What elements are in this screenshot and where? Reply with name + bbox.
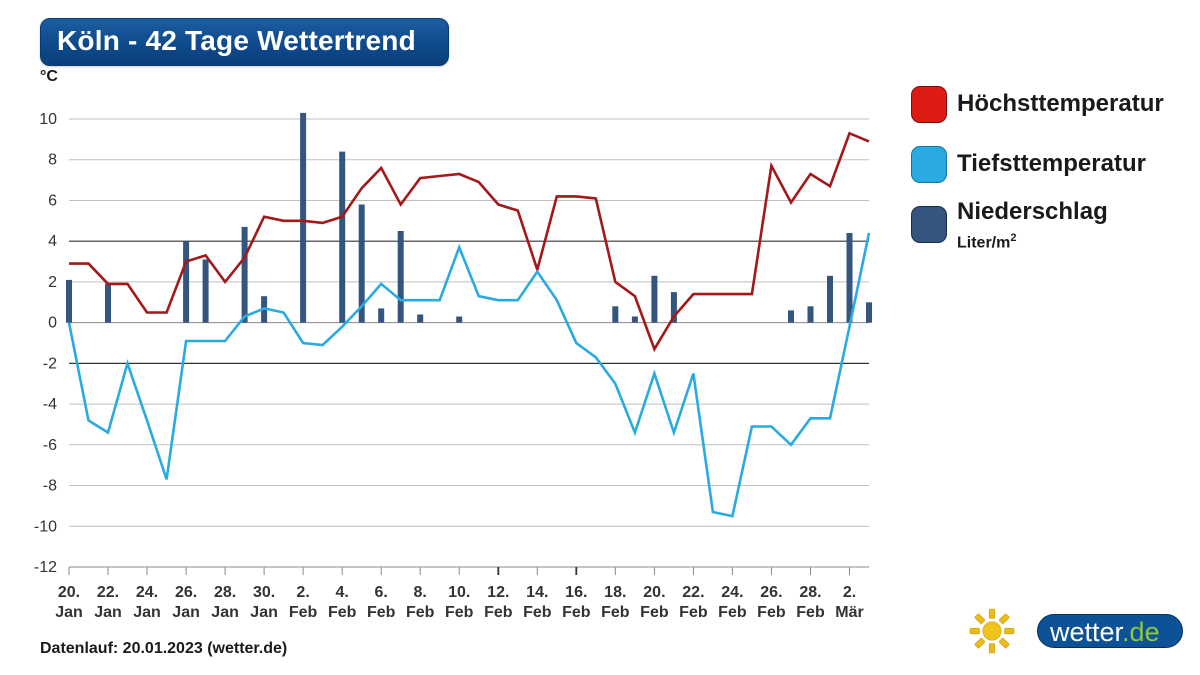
svg-text:6: 6 [48,193,57,210]
svg-text:28.: 28. [799,584,821,601]
svg-text:Jan: Jan [250,604,278,621]
svg-text:0: 0 [48,315,57,332]
svg-text:6.: 6. [375,584,388,601]
svg-text:Feb: Feb [562,604,591,621]
svg-text:10: 10 [39,111,57,128]
svg-text:Feb: Feb [640,604,669,621]
svg-text:Feb: Feb [718,604,747,621]
svg-text:Jan: Jan [172,604,200,621]
svg-text:26.: 26. [760,584,782,601]
svg-text:12.: 12. [487,584,509,601]
svg-text:4.: 4. [336,584,349,601]
svg-text:8.: 8. [414,584,427,601]
svg-text:-12: -12 [34,559,57,576]
svg-text:Jan: Jan [211,604,239,621]
svg-text:Feb: Feb [523,604,552,621]
svg-text:Feb: Feb [445,604,474,621]
svg-text:Feb: Feb [601,604,630,621]
svg-text:4: 4 [48,233,57,250]
svg-text:14.: 14. [526,584,548,601]
svg-text:20.: 20. [643,584,665,601]
svg-text:2.: 2. [296,584,309,601]
svg-text:-8: -8 [43,478,57,495]
svg-text:26.: 26. [175,584,197,601]
svg-text:8: 8 [48,152,57,169]
svg-text:Feb: Feb [796,604,825,621]
svg-text:Jan: Jan [94,604,122,621]
svg-text:Feb: Feb [406,604,435,621]
svg-text:28.: 28. [214,584,236,601]
svg-text:20.: 20. [58,584,80,601]
svg-text:2: 2 [48,274,57,291]
svg-text:2.: 2. [843,584,856,601]
svg-text:Feb: Feb [679,604,708,621]
svg-text:-6: -6 [43,437,57,454]
svg-text:Feb: Feb [367,604,396,621]
svg-text:24.: 24. [721,584,743,601]
svg-text:-2: -2 [43,355,57,372]
svg-text:Mär: Mär [835,604,863,621]
svg-text:18.: 18. [604,584,626,601]
svg-text:22.: 22. [682,584,704,601]
svg-text:Feb: Feb [289,604,318,621]
svg-text:-10: -10 [34,518,57,535]
svg-text:16.: 16. [565,584,587,601]
svg-text:-4: -4 [43,396,57,413]
svg-text:Feb: Feb [328,604,357,621]
svg-text:22.: 22. [97,584,119,601]
svg-text:10.: 10. [448,584,470,601]
svg-text:Jan: Jan [55,604,83,621]
svg-text:Feb: Feb [757,604,786,621]
svg-text:Jan: Jan [133,604,161,621]
svg-text:24.: 24. [136,584,158,601]
svg-text:30.: 30. [253,584,275,601]
svg-text:Feb: Feb [484,604,513,621]
